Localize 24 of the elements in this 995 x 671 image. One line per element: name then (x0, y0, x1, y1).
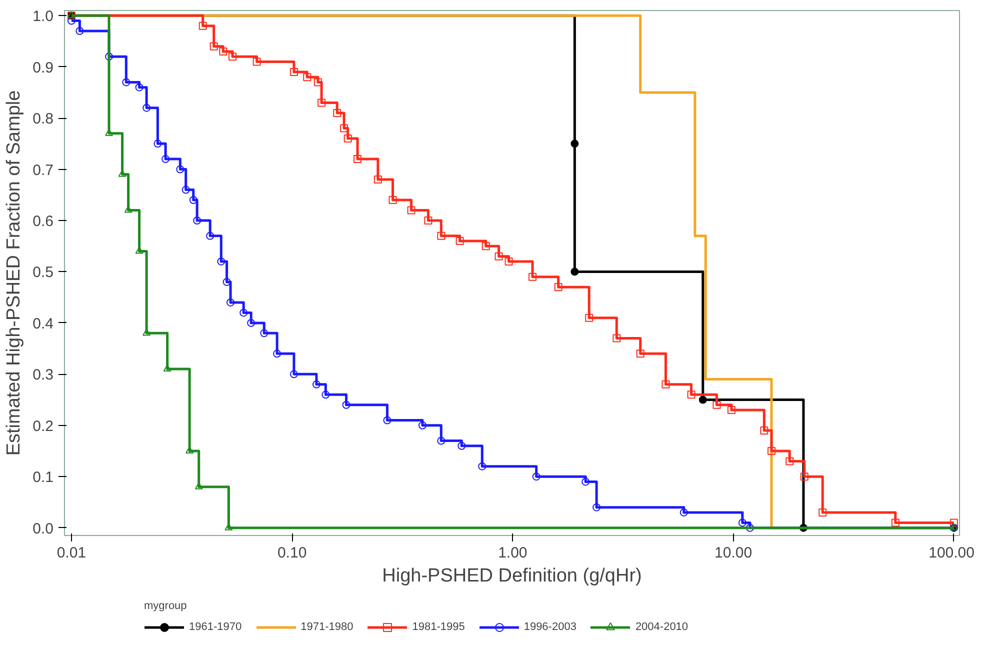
y-tick-label: 0.7 (32, 162, 54, 179)
legend-label: 1996-2003 (524, 621, 576, 633)
y-tick-label: 0.1 (32, 469, 54, 486)
x-tick-label: 1.00 (498, 544, 528, 562)
y-tick-label: 0.0 (32, 520, 54, 538)
y-axis-title: Estimated High-PSHED Fraction of Sample (4, 90, 25, 456)
y-tick-label: 0.5 (32, 264, 54, 282)
y-tick-label: 0.2 (32, 418, 54, 435)
legend-label: 1961-1970 (189, 621, 242, 633)
y-tick-label: 0.9 (32, 59, 54, 76)
x-tick-label: 10.00 (714, 544, 752, 562)
x-axis-title: High-PSHED Definition (g/qHr) (382, 566, 642, 586)
y-tick-label: 0.8 (32, 110, 54, 128)
x-tick-label: 0.01 (56, 544, 86, 562)
y-tick-label: 1.0 (32, 8, 54, 26)
legend-label: 1971-1980 (300, 621, 354, 633)
y-tick-label: 0.3 (32, 366, 54, 384)
x-tick-label: 100.00 (928, 544, 975, 562)
x-tick-label: 0.10 (277, 544, 307, 562)
y-tick-label: 0.4 (32, 315, 54, 332)
legend-label: 1981-1995 (412, 621, 465, 633)
y-tick-label: 0.6 (32, 213, 54, 230)
legend-label: 2004-2010 (635, 621, 688, 633)
legend-title: mygroup (144, 600, 188, 612)
